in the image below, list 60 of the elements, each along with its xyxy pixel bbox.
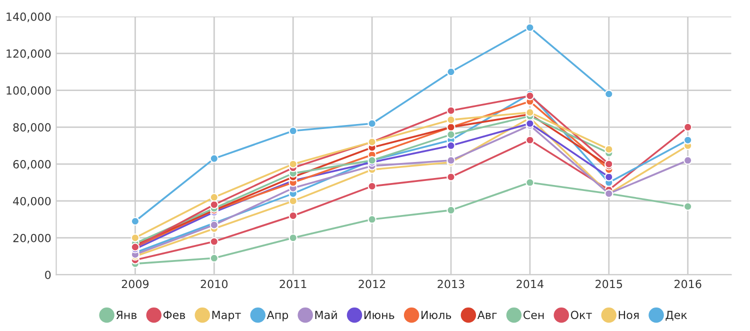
legend-label: Окт — [570, 310, 592, 320]
point — [446, 141, 456, 150]
point — [683, 202, 692, 211]
point — [446, 106, 456, 115]
legend-label: Фев — [163, 310, 186, 320]
legend-label: Дек — [666, 310, 688, 321]
x-tick-label: 2011 — [280, 280, 306, 288]
point — [526, 178, 534, 187]
y-tick-label: 0 — [45, 270, 51, 280]
point — [604, 90, 614, 98]
legend-label: Июль — [422, 310, 452, 320]
point — [683, 136, 692, 144]
point — [368, 215, 376, 224]
x-tick-label: 2009 — [122, 280, 149, 288]
legend-label: Март — [212, 310, 241, 322]
point — [288, 233, 298, 242]
y-tick-label: 80,000 — [13, 123, 51, 133]
legend-label: Апр — [266, 310, 288, 322]
point — [526, 136, 534, 144]
y-tick-label: 60,000 — [13, 160, 51, 170]
legend-label: Май — [315, 310, 337, 320]
point — [446, 115, 456, 124]
x-tick-label: 2012 — [358, 280, 386, 288]
point — [288, 160, 298, 168]
x-tick-label: 2014 — [516, 280, 544, 288]
point — [288, 196, 298, 206]
y-tick-label: 20,000 — [13, 234, 51, 244]
y-tick-label: 120,000 — [6, 49, 51, 59]
point — [604, 172, 614, 182]
point — [210, 237, 219, 246]
legend-label: Авг — [477, 310, 497, 319]
point — [604, 144, 614, 154]
point — [368, 119, 376, 128]
point — [446, 68, 456, 76]
legend-label: Ноя — [618, 310, 639, 320]
point — [288, 211, 298, 220]
point — [130, 233, 140, 242]
x-tick-label: 2010 — [200, 280, 228, 288]
point — [446, 172, 456, 182]
legend-label: Янв — [116, 310, 137, 319]
point — [210, 192, 219, 202]
point — [210, 154, 219, 163]
y-tick-label: 40,000 — [13, 196, 51, 206]
point — [210, 200, 219, 210]
point — [683, 122, 692, 132]
x-tick-label: 2013 — [438, 280, 464, 288]
point — [130, 216, 140, 226]
point — [368, 182, 376, 191]
x-tick-label: 2016 — [674, 280, 702, 288]
point — [446, 206, 456, 215]
point — [288, 126, 298, 136]
legend-label: Сен — [523, 310, 544, 320]
legend-label: Июнь — [364, 310, 394, 320]
y-tick-label: 140,000 — [6, 12, 51, 22]
point — [446, 130, 456, 139]
point — [210, 254, 219, 263]
x-tick-label: 2015 — [596, 280, 622, 288]
point — [526, 23, 534, 32]
point — [683, 156, 692, 165]
y-tick-label: 100,000 — [6, 86, 51, 96]
